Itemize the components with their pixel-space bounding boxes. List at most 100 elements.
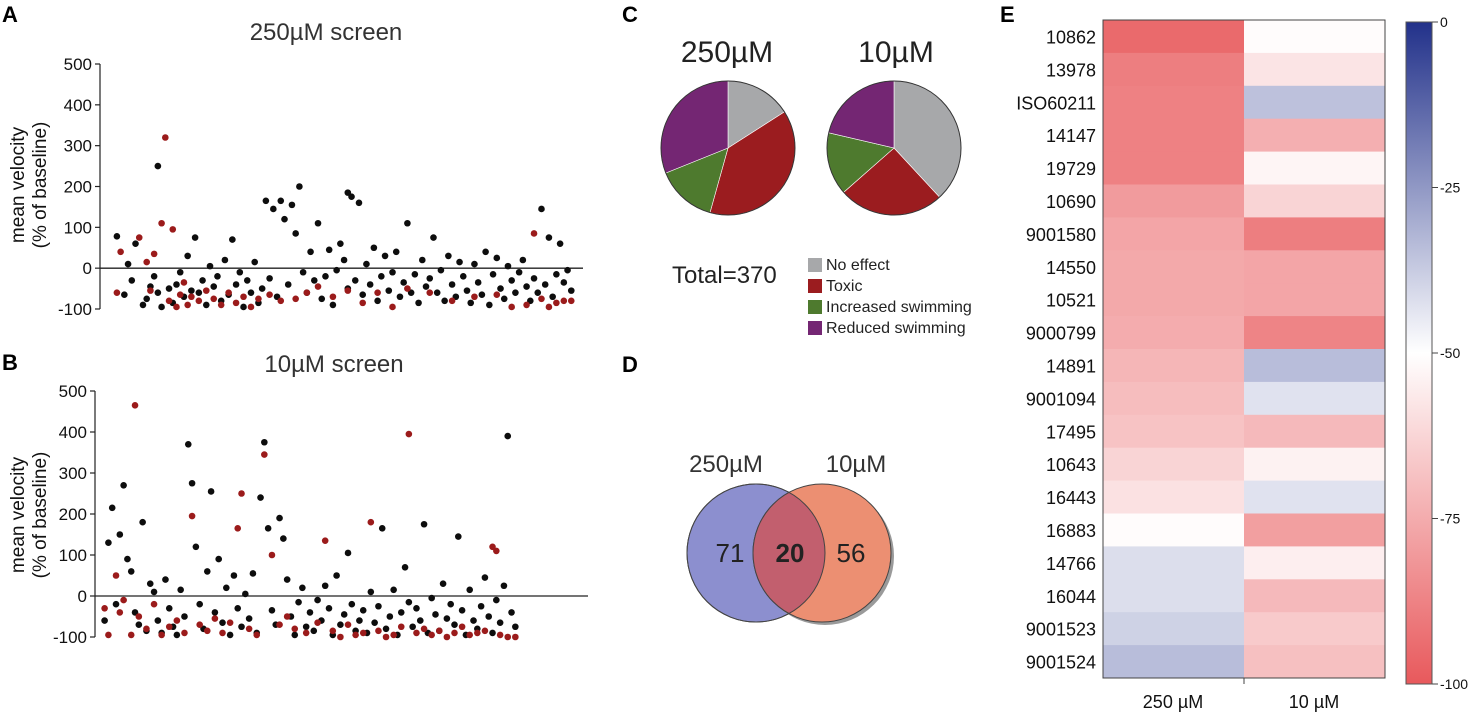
panel-letter-b: B [2,350,18,375]
heatmap-cell [1103,645,1245,679]
data-point [329,301,337,309]
heatmap-cell [1244,52,1386,87]
data-point-highlight [389,303,396,311]
data-point-highlight [413,629,420,637]
data-point-highlight [112,572,120,579]
pie-total-label: Total=370 [672,262,777,289]
data-point [310,627,318,635]
data-point-highlight [268,551,276,559]
data-point [181,613,188,620]
legend-swatch-no-effect [808,258,822,272]
data-point [416,617,424,624]
heatmap-panel: 10862 13978 ISO60211 14147 19729 10690 9001580… [1016,14,1468,712]
data-point-highlight [359,299,367,307]
data-point [371,619,378,626]
data-point [344,549,352,557]
heatmap-cell [1103,513,1245,547]
data-point [242,590,249,598]
data-point-highlight [474,629,481,637]
data-point-highlight [162,134,169,141]
legend-swatch-increased-swimming [808,300,822,314]
data-point [105,539,112,546]
data-point [396,293,404,301]
data-point-highlight [169,226,177,233]
heatmap-row-label: 19729 [1046,159,1096,179]
heatmap-cell [1103,612,1245,646]
data-point-highlight [150,600,158,608]
data-point [150,588,158,596]
pie-250-title: 250µM [681,36,773,69]
data-point [128,277,136,284]
legend-label-reduced-swimming: Reduced swimming [826,320,966,337]
data-point [441,297,448,305]
data-point [389,268,396,276]
colorbar-tick-label: -50 [1440,345,1460,361]
colorbar [1405,21,1433,685]
scatter-250-ylabel-line2: (% of baseline) [30,122,51,249]
heatmap-cell [1244,283,1386,317]
data-point [392,248,400,256]
data-point [264,525,272,532]
data-point [451,621,458,628]
heatmap-cell [1244,414,1386,449]
data-point-highlight [375,627,382,635]
heatmap-cell [1244,447,1386,482]
data-point-highlight [195,297,203,305]
data-point-highlight [321,537,329,544]
data-point [325,605,333,612]
data-point-highlight [428,631,435,639]
heatmap-col-label-10: 10 µM [1289,692,1339,712]
data-point [214,273,221,280]
data-point [486,301,493,309]
pie-panel: 250µM 10µM Total=370 No effect Toxic Inc… [660,36,972,337]
data-point-highlight [184,301,191,309]
scatter-10-points [101,402,519,641]
data-point-highlight [458,623,466,631]
data-point-highlight [158,219,165,227]
heatmap-row-label: 13978 [1046,60,1096,80]
venn-left-only-count: 71 [716,538,745,568]
y-tick-label: 300 [59,464,87,483]
heatmap-row-label: 17495 [1046,422,1096,442]
data-point [249,570,257,577]
data-point-highlight [147,287,154,294]
data-point-highlight [496,631,504,639]
heatmap-cell [1244,217,1386,251]
data-point [351,277,359,284]
data-point [121,291,128,299]
heatmap-cell [1244,480,1386,514]
heatmap-cell [1244,184,1386,218]
data-point-highlight [238,490,245,497]
heatmap-row-label: 9001523 [1026,620,1096,640]
heatmap-row-label: 9000799 [1026,324,1096,344]
heatmap-col-label-250: 250 µM [1143,692,1203,712]
data-point [363,260,370,268]
data-point [206,262,214,270]
data-point [370,244,378,252]
data-point [390,586,397,594]
data-point-highlight [113,289,121,296]
data-point-highlight [291,625,299,633]
legend-label-increased-swimming: Increased swimming [826,299,972,316]
data-point [418,256,426,264]
scatter-10-ylabel-line2: (% of baseline) [30,452,51,579]
heatmap-row-label: 9001094 [1026,389,1096,409]
data-point-highlight [314,283,322,290]
heatmap-row-label: 14891 [1046,356,1096,376]
data-point [463,287,471,294]
data-point-highlight [105,631,112,639]
legend-item-increased-swimming: Increased swimming [808,299,972,316]
heatmap-cell [1103,217,1245,251]
heatmap-cell [1244,151,1386,185]
heatmap-row-label: ISO60211 [1016,93,1096,113]
venn-set-right-title: 10µM [826,451,887,478]
data-point [283,576,291,583]
legend-item-reduced-swimming: Reduced swimming [808,320,966,337]
data-point [411,270,419,278]
data-point-highlight [120,596,127,604]
scatter-250-points [113,134,575,311]
data-point-highlight [165,297,173,305]
panel-letter-c: C [622,2,638,27]
panel-letter-d: D [622,352,638,377]
data-point [229,236,236,243]
